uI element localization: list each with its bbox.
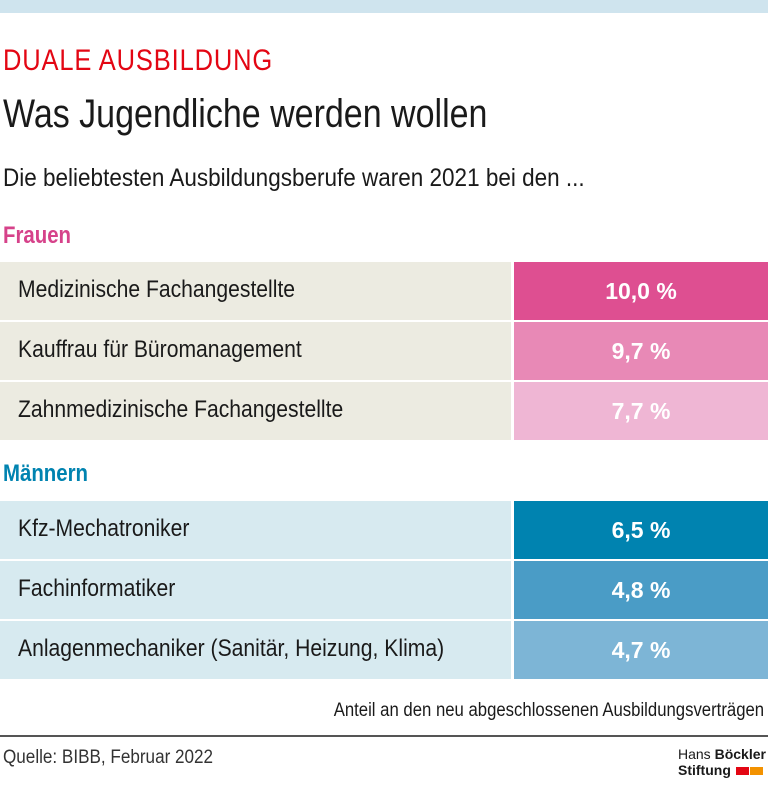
- table-row: Medizinische Fachangestellte 10,0 %: [0, 262, 768, 320]
- row-value: 10,0 %: [514, 262, 768, 320]
- table-row: Kauffrau für Büromanagement 9,7 %: [0, 322, 768, 380]
- row-label-cell: Medizinische Fachangestellte: [0, 262, 511, 320]
- table-row: Kfz-Mechatroniker 6,5 %: [0, 501, 768, 559]
- row-label: Medizinische Fachangestellte: [18, 276, 296, 303]
- divider: [0, 735, 768, 737]
- page-title: Was Jugendliche werden wollen: [3, 92, 488, 136]
- kicker: DUALE AUSBILDUNG: [3, 44, 274, 77]
- logo-text-2: Stiftung: [678, 762, 731, 778]
- row-label-cell: Zahnmedizinische Fachangestellte: [0, 382, 511, 440]
- table-row: Zahnmedizinische Fachangestellte 7,7 %: [0, 382, 768, 440]
- row-label-cell: Kfz-Mechatroniker: [0, 501, 511, 559]
- subtitle: Die beliebtesten Ausbildungsberufe waren…: [3, 164, 585, 192]
- row-value: 7,7 %: [514, 382, 768, 440]
- row-value: 4,7 %: [514, 621, 768, 679]
- group-heading: Männern: [3, 460, 89, 487]
- logo-text: Hans: [678, 746, 715, 762]
- row-label-cell: Kauffrau für Büromanagement: [0, 322, 511, 380]
- table-note: Anteil an den neu abgeschlossenen Ausbil…: [333, 700, 764, 721]
- row-value: 9,7 %: [514, 322, 768, 380]
- logo-text-bold: Böckler: [714, 746, 766, 762]
- row-label: Kfz-Mechatroniker: [18, 515, 190, 542]
- top-bar: [0, 0, 768, 13]
- logo-orange-square: [749, 767, 763, 775]
- row-label-cell: Fachinformatiker: [0, 561, 511, 619]
- row-label: Zahnmedizinische Fachangestellte: [18, 396, 344, 423]
- row-label: Fachinformatiker: [18, 575, 176, 602]
- row-value: 4,8 %: [514, 561, 768, 619]
- row-value: 6,5 %: [514, 501, 768, 559]
- logo: Hans Böckler Stiftung: [678, 746, 766, 778]
- row-label: Kauffrau für Büromanagement: [18, 336, 302, 363]
- table-row: Anlagenmechaniker (Sanitär, Heizung, Kli…: [0, 621, 768, 679]
- source: Quelle: BIBB, Februar 2022: [3, 747, 214, 768]
- group-heading: Frauen: [3, 222, 72, 249]
- row-label-cell: Anlagenmechaniker (Sanitär, Heizung, Kli…: [0, 621, 511, 679]
- row-label: Anlagenmechaniker (Sanitär, Heizung, Kli…: [18, 635, 445, 662]
- table-row: Fachinformatiker 4,8 %: [0, 561, 768, 619]
- logo-red-square: [735, 767, 749, 775]
